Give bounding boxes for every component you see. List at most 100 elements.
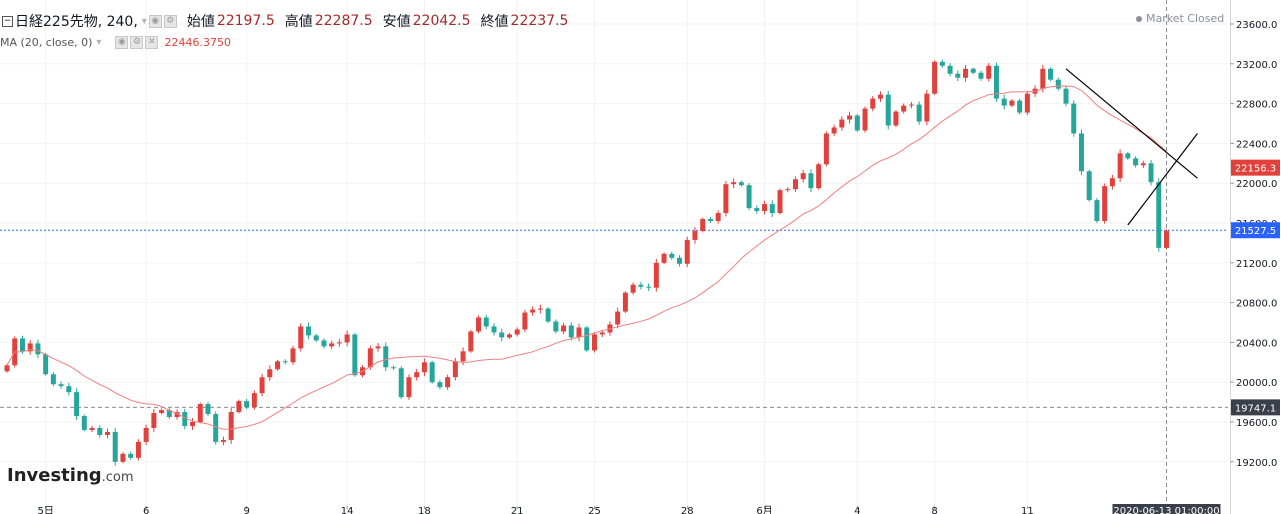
- candle-body: [862, 108, 868, 131]
- candle-body: [321, 340, 327, 347]
- chevron-down-icon[interactable]: ▾: [96, 36, 102, 48]
- eye-icon[interactable]: ◉: [115, 35, 129, 49]
- candle-body: [669, 253, 675, 258]
- trendline-upper[interactable]: [1065, 68, 1198, 179]
- candle-body: [352, 334, 358, 376]
- settings-icon[interactable]: ⚙: [130, 35, 144, 49]
- chevron-down-icon[interactable]: ▾: [141, 15, 147, 27]
- candle-body: [661, 253, 667, 263]
- close-label: 終値: [480, 14, 509, 30]
- candle-body: [383, 346, 389, 368]
- candle-body: [205, 404, 211, 415]
- high-label: 高値: [284, 14, 313, 30]
- open-label: 始値: [186, 14, 215, 30]
- candle-body: [792, 179, 798, 190]
- candle-body: [4, 365, 10, 372]
- ma-value: 22446.3750: [164, 35, 231, 49]
- ma-label[interactable]: MA (20, close, 0): [0, 35, 93, 49]
- candle-body: [1063, 88, 1069, 104]
- ma-line: [6, 85, 1167, 430]
- candle-body: [267, 369, 273, 378]
- price-tick-label: 23600.0: [1236, 20, 1277, 31]
- candle-body: [313, 335, 319, 341]
- close-icon[interactable]: ✕: [145, 35, 159, 49]
- collapse-icon[interactable]: −: [2, 15, 13, 27]
- candle-body: [491, 326, 497, 333]
- time-tick-label: 18: [418, 506, 431, 514]
- candle-body: [135, 441, 141, 458]
- candle-body: [329, 343, 335, 347]
- candle-body: [978, 72, 984, 79]
- trendline-lower[interactable]: [1127, 133, 1198, 226]
- market-status: Market Closed: [1136, 12, 1224, 25]
- price-tick-label: 20000.0: [1236, 378, 1277, 389]
- candle-body: [823, 133, 829, 165]
- eye-icon[interactable]: ◉: [148, 14, 162, 28]
- candle-body: [723, 184, 729, 214]
- symbol-title[interactable]: 日経225先物, 240,: [15, 14, 138, 30]
- chart-header: − 日経225先物, 240, ▾ ◉ ⚙ 始値 22197.5 高値 2228…: [0, 10, 568, 32]
- candle-body: [847, 115, 853, 120]
- candle-body: [445, 377, 451, 388]
- candle-body: [622, 292, 628, 312]
- candle-body: [27, 343, 33, 352]
- ma-last-price-label: 22156.3: [1235, 164, 1276, 175]
- candle-body: [916, 104, 922, 122]
- candle-body: [1164, 230, 1169, 248]
- candle-body: [986, 65, 992, 79]
- candle-body: [870, 98, 876, 109]
- candle-body: [576, 327, 582, 338]
- candle-body: [769, 204, 775, 214]
- candle-body: [831, 127, 837, 134]
- candle-body: [506, 334, 512, 338]
- candle-body: [437, 382, 443, 388]
- candle-body: [143, 427, 149, 442]
- candle-body: [112, 431, 118, 462]
- candle-body: [1040, 68, 1046, 89]
- candle-body: [785, 189, 791, 191]
- candle-body: [924, 93, 930, 122]
- candle-body: [808, 173, 814, 189]
- candle-body: [1156, 182, 1162, 248]
- candle-body: [677, 257, 683, 264]
- candle-body: [1017, 100, 1023, 113]
- settings-icon[interactable]: ⚙: [163, 14, 177, 28]
- candle-body: [522, 312, 528, 330]
- candle-body: [731, 182, 737, 185]
- candle-body: [839, 119, 845, 128]
- candle-body: [120, 453, 126, 462]
- candle-body: [97, 427, 103, 435]
- price-axis-labels: 22156.3 21527.5 19747.1: [1231, 159, 1280, 416]
- candle-body: [483, 317, 489, 327]
- time-tick-label: 25: [588, 506, 601, 514]
- candle-body: [499, 332, 505, 338]
- candle-body: [1148, 163, 1154, 183]
- candle-body: [646, 286, 652, 288]
- candle-body: [777, 190, 783, 214]
- candle-body: [955, 73, 961, 78]
- candle-body: [460, 351, 466, 362]
- candle-body: [43, 354, 49, 375]
- time-tick-label: 21: [511, 506, 524, 514]
- candle-body: [638, 284, 644, 287]
- candle-body: [537, 308, 543, 310]
- candle-body: [391, 367, 396, 369]
- last-price-label-bg: [1231, 222, 1280, 239]
- close-value: 22237.5: [510, 13, 569, 29]
- investing-logo: Investing.com: [7, 465, 134, 486]
- trendlines[interactable]: [1065, 68, 1198, 226]
- candle-body: [429, 362, 435, 383]
- candle-body: [939, 61, 945, 66]
- candle-body: [993, 65, 999, 99]
- last-price-label: 21527.5: [1235, 226, 1276, 237]
- candle-body: [367, 348, 373, 368]
- candle-body: [104, 431, 110, 435]
- price-axis[interactable]: 19200.0 19600.0 20000.0 20400.0 20800.0 21200…: [1230, 0, 1281, 514]
- price-tick-label: 20400.0: [1236, 338, 1277, 349]
- time-tick-label: 8: [931, 506, 937, 514]
- candle-body: [762, 204, 768, 212]
- low-value: 22042.5: [412, 13, 471, 29]
- ma-last-price-label-bg: [1231, 159, 1280, 176]
- candle-body: [738, 182, 744, 186]
